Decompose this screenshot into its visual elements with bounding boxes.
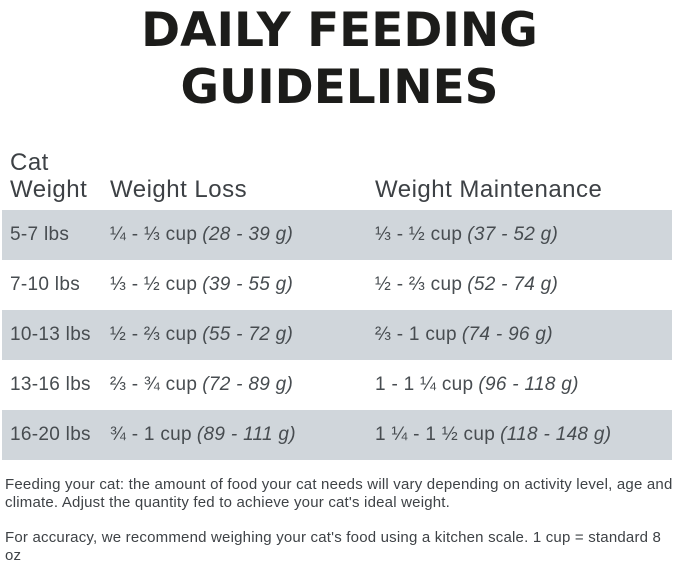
grams-text: (89 - 111 g) [196, 424, 296, 445]
table-row: 7-10 lbs ⅓ - ½ cup (39 - 55 g) ½ - ⅔ cup(… [2, 260, 672, 310]
cell-weight-loss: ½ - ⅔ cup (55 - 72 g) [110, 324, 375, 346]
grams-text: (96 - 118 g) [478, 374, 579, 395]
table-row: 13-16 lbs ⅔ - ¾ cup (72 - 89 g) 1 - 1 ¼ c… [2, 360, 672, 410]
grams-text: (37 - 52 g) [467, 224, 559, 245]
cups-text: ⅔ - ¾ cup [110, 374, 198, 395]
grams-text: (72 - 89 g) [202, 374, 294, 395]
feeding-note: Feeding your cat: the amount of food you… [5, 476, 673, 511]
cell-weight-loss: ⅔ - ¾ cup (72 - 89 g) [110, 374, 375, 396]
accuracy-note: For accuracy, we recommend weighing your… [5, 529, 662, 564]
table-header-row: Cat Weight Weight Loss Weight Maintenanc… [2, 149, 672, 203]
table-row: 10-13 lbs ½ - ⅔ cup (55 - 72 g) ⅔ - 1 cup… [2, 310, 672, 360]
cell-cat-weight: 16-20 lbs [10, 424, 91, 445]
cups-text: ⅓ - ½ cup [375, 224, 463, 245]
grams-text: (55 - 72 g) [202, 324, 294, 345]
cups-text: ½ - ⅔ cup [375, 274, 463, 295]
cell-weight-maintenance: 1 ¼ - 1 ½ cup (118 - 148 g) [375, 424, 672, 446]
page-title: DAILY FEEDING GUIDELINES [141, 3, 538, 115]
cell-weight-loss: ¾ - 1 cup (89 - 111 g) [110, 424, 375, 446]
cups-text: ½ - ⅔ cup [110, 324, 198, 345]
cell-weight-maintenance: ½ - ⅔ cup (52 - 74 g) [375, 274, 672, 296]
footer-notes: Feeding your cat: the amount of food you… [0, 476, 679, 564]
cups-text: 1 - 1 ¼ cup [375, 374, 474, 395]
grams-text: (28 - 39 g) [202, 224, 294, 245]
grams-text: (74 - 96 g) [461, 324, 553, 345]
cell-cat-weight: 13-16 lbs [10, 374, 91, 395]
cell-cat-weight: 10-13 lbs [10, 324, 91, 345]
grams-text: (118 - 148 g) [500, 424, 612, 445]
grams-text: (39 - 55 g) [202, 274, 294, 295]
cups-text: 1 ¼ - 1 ½ cup [375, 424, 496, 445]
cell-weight-maintenance: ⅓ - ½ cup (37 - 52 g) [375, 224, 672, 246]
cups-text: ¾ - 1 cup [110, 424, 192, 445]
cell-weight-loss: ⅓ - ½ cup (39 - 55 g) [110, 274, 375, 296]
cell-weight-loss: ¼ - ⅓ cup (28 - 39 g) [110, 224, 375, 246]
cell-cat-weight: 7-10 lbs [10, 274, 80, 295]
cups-text: ⅔ - 1 cup [375, 324, 457, 345]
header-weight-maintenance: Weight Maintenance [375, 176, 603, 203]
cell-weight-maintenance: ⅔ - 1 cup (74 - 96 g) [375, 324, 672, 346]
table-row: 5-7 lbs ¼ - ⅓ cup (28 - 39 g) ⅓ - ½ cup (3… [2, 210, 672, 260]
header-weight-loss: Weight Loss [110, 176, 248, 203]
cell-cat-weight: 5-7 lbs [10, 224, 70, 245]
table-row: 16-20 lbs ¾ - 1 cup (89 - 111 g) 1 ¼ - 1 … [2, 410, 672, 460]
grams-text: (52 - 74 g) [467, 274, 559, 295]
cups-text: ⅓ - ½ cup [110, 274, 198, 295]
feeding-table: Cat Weight Weight Loss Weight Maintenanc… [0, 149, 679, 460]
cups-text: ¼ - ⅓ cup [110, 224, 198, 245]
cell-weight-maintenance: 1 - 1 ¼ cup (96 - 118 g) [375, 374, 672, 396]
header-cat-weight: Cat Weight [10, 149, 88, 203]
